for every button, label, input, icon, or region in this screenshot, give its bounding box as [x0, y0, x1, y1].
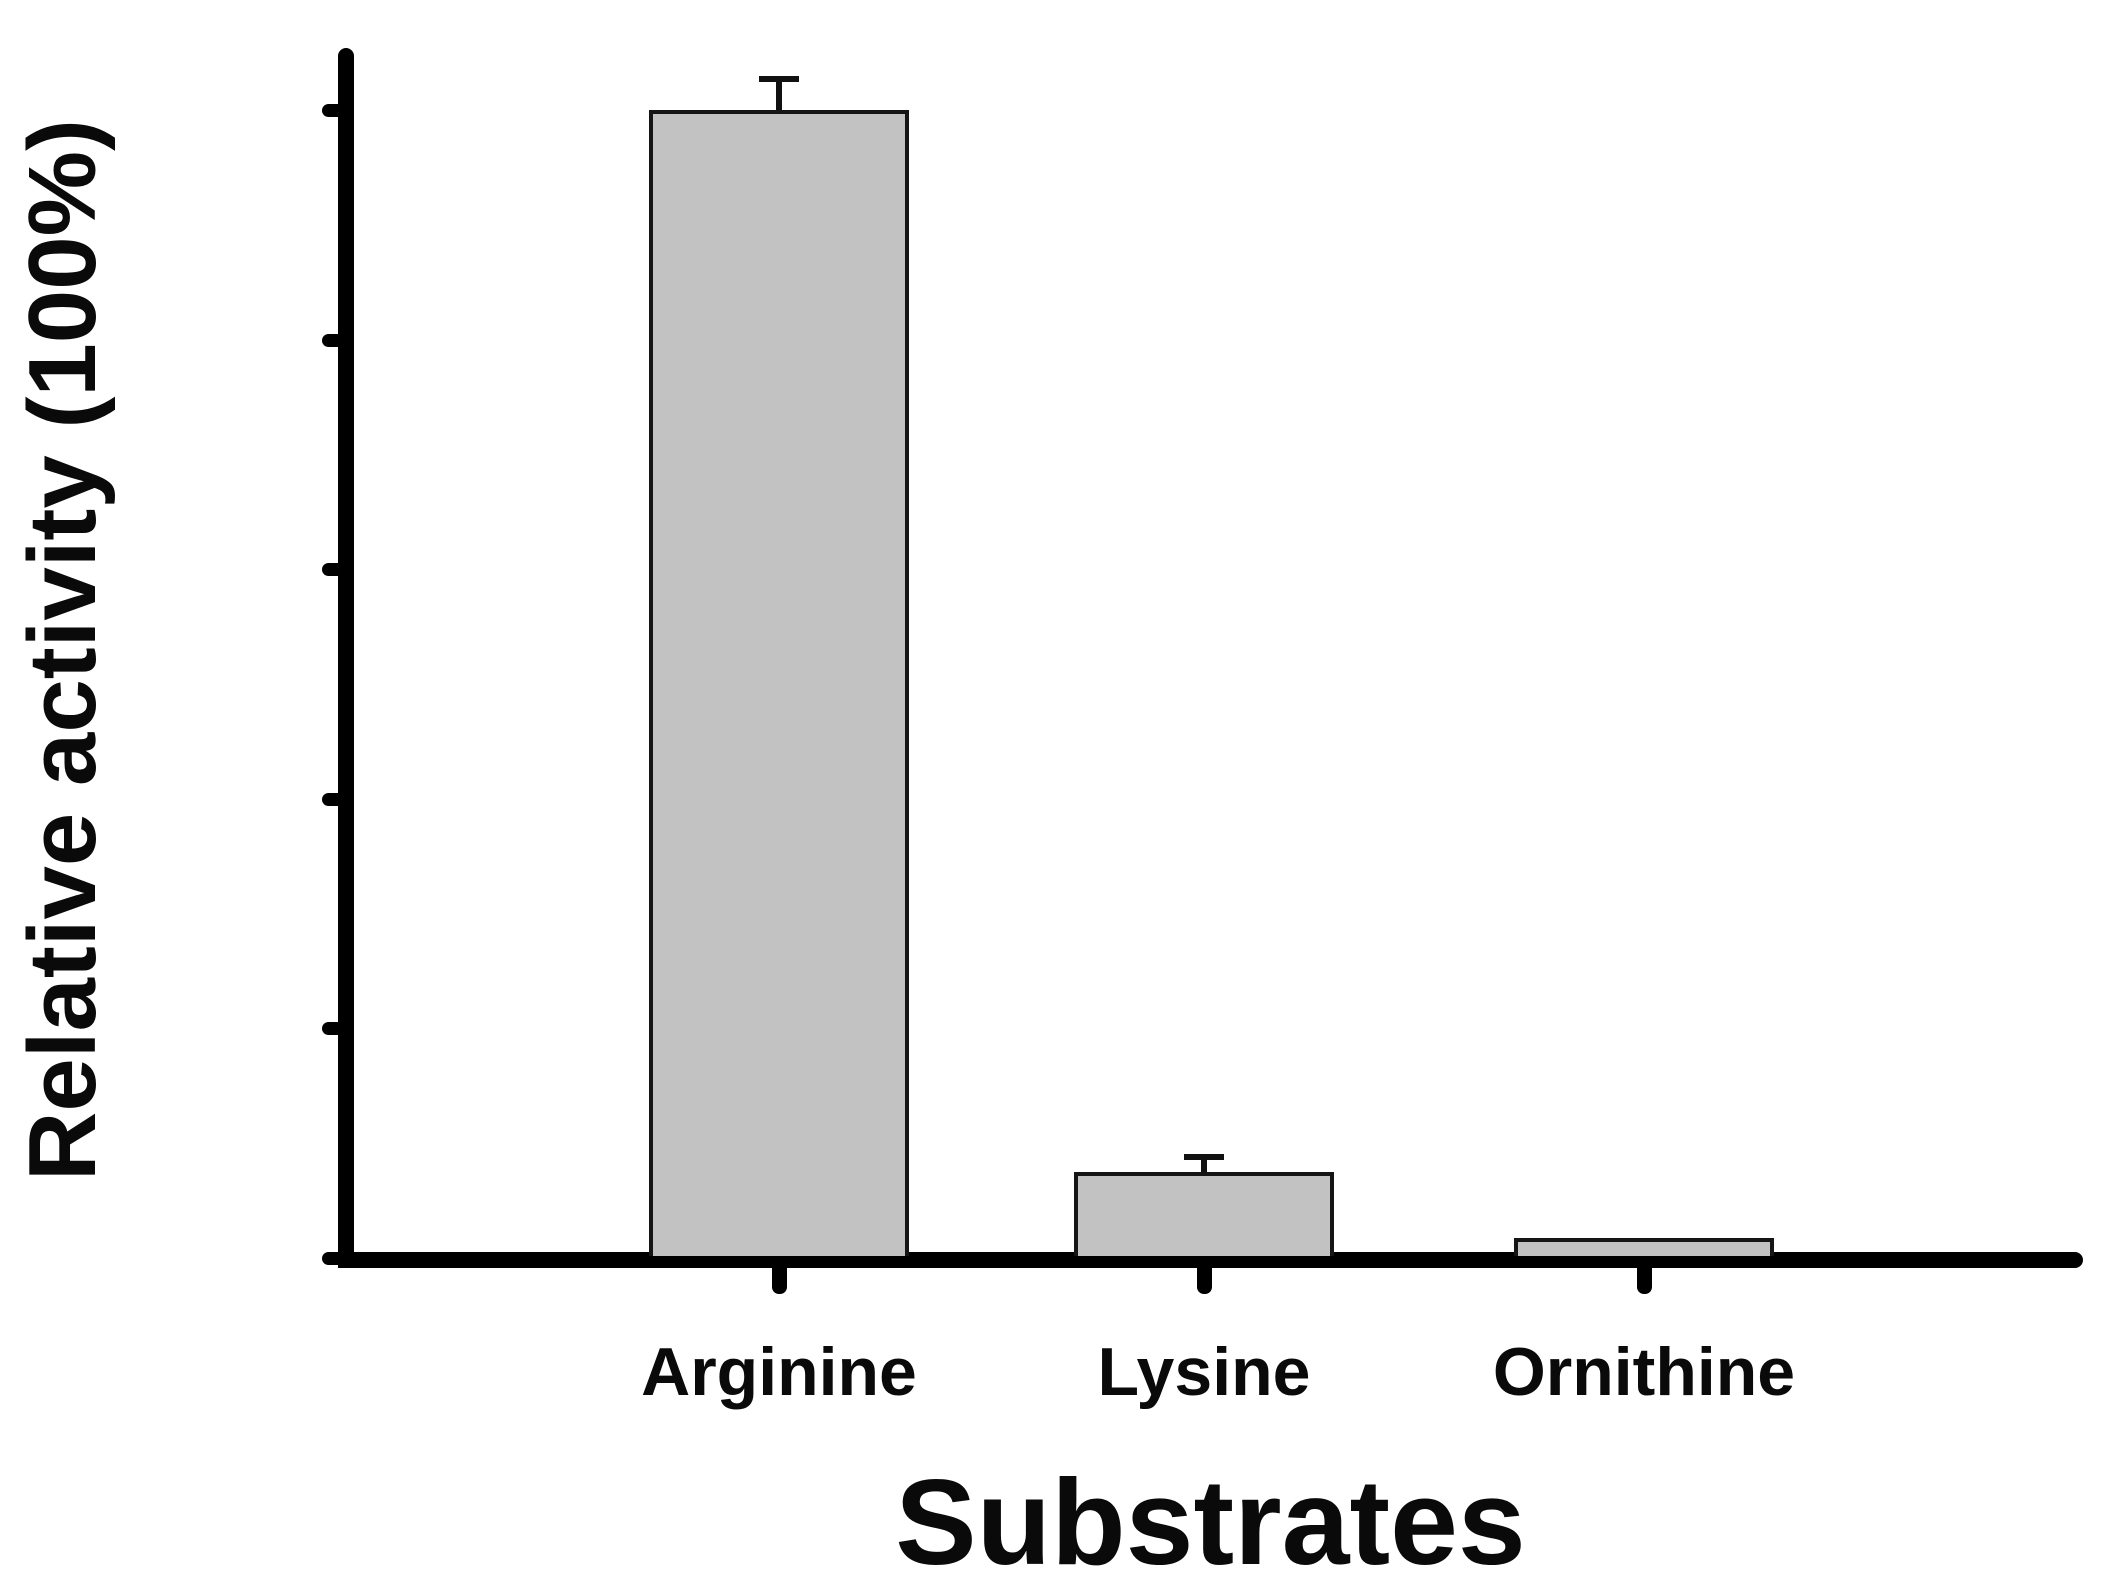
x-axis-tick	[772, 1266, 787, 1294]
y-axis-tick	[322, 793, 339, 806]
x-category-label: Arginine	[641, 1334, 917, 1410]
error-bar-stem	[1201, 1154, 1207, 1172]
error-bar-cap	[759, 76, 799, 82]
x-category-label: Lysine	[1097, 1334, 1311, 1410]
error-bar-cap	[1184, 1154, 1224, 1160]
y-axis-tick	[322, 334, 339, 347]
x-axis-tick	[1637, 1266, 1652, 1294]
bar-lysine	[1074, 1172, 1334, 1256]
y-axis-tick	[322, 563, 339, 576]
y-axis-title: Relative activity (100%)	[9, 119, 116, 1181]
x-axis-tick	[1197, 1266, 1212, 1294]
bar-ornithine	[1514, 1238, 1774, 1256]
bar-arginine	[649, 110, 909, 1256]
y-axis-tick	[322, 1022, 339, 1035]
y-axis-tick	[322, 1252, 339, 1265]
y-axis-line	[338, 48, 354, 1268]
x-axis-title: Substrates	[895, 1454, 1526, 1590]
y-axis-tick	[322, 104, 339, 117]
x-axis-line	[338, 1252, 2083, 1268]
error-bar-stem	[776, 76, 782, 110]
x-category-label: Ornithine	[1492, 1334, 1796, 1410]
